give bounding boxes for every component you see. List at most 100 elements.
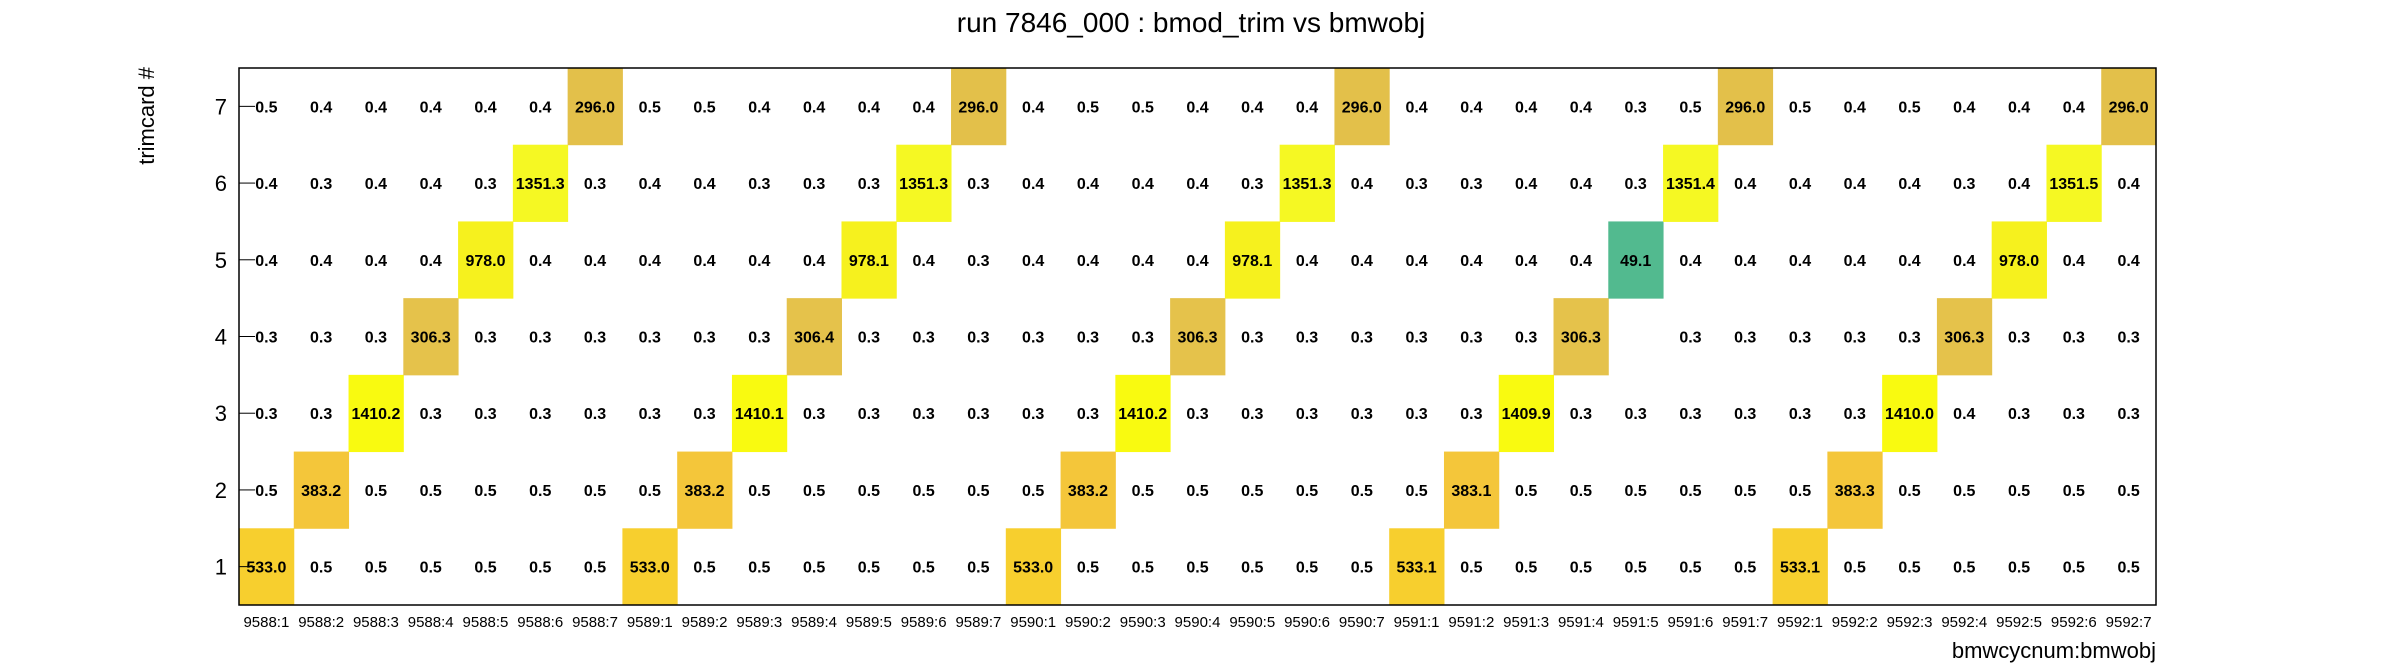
- cell-value-label: 0.4: [1022, 176, 1044, 193]
- cell-value-label: 0.5: [584, 560, 606, 577]
- cell-value-label: 0.5: [639, 99, 661, 116]
- cell-value-label: 0.5: [420, 483, 442, 500]
- cell-value-label: 0.5: [584, 483, 606, 500]
- cell-value-label: 0.4: [1351, 253, 1373, 270]
- cell-value-label: 0.3: [1953, 176, 1975, 193]
- cell-value-label: 0.5: [474, 560, 496, 577]
- cell-value-label: 0.5: [1241, 483, 1263, 500]
- x-tick-label: 9589:4: [791, 614, 837, 631]
- cell-value-label: 0.3: [1132, 330, 1154, 347]
- cell-value-label: 0.3: [1241, 406, 1263, 423]
- cell-value-label: 0.4: [1844, 99, 1866, 116]
- cell-value-label: 0.5: [693, 99, 715, 116]
- cell-value-label: 0.4: [913, 253, 935, 270]
- heatmap-cell: [1936, 298, 1993, 376]
- cell-value-label: 0.4: [1898, 176, 1920, 193]
- cell-value-label: 0.4: [2008, 176, 2030, 193]
- cell-value-label: 0.3: [967, 406, 989, 423]
- cell-value-label: 0.3: [1077, 330, 1099, 347]
- x-tick-label: 9590:3: [1120, 614, 1166, 631]
- heatmap-cell: [622, 528, 678, 606]
- heatmap-cell: [1115, 374, 1171, 453]
- cell-value-label: 0.3: [748, 330, 770, 347]
- x-tick-label: 9590:5: [1229, 614, 1275, 631]
- cell-value-label: 0.3: [1296, 406, 1318, 423]
- heatmap-cell: [1060, 451, 1116, 529]
- cell-value-label: 0.5: [420, 560, 442, 577]
- heatmap-cell: [1882, 374, 1938, 453]
- cell-value-label: 0.5: [2008, 483, 2030, 500]
- cell-value-label: 0.3: [1351, 406, 1373, 423]
- cell-value-label: 0.4: [584, 253, 606, 270]
- heatmap-cell: [567, 68, 623, 146]
- heatmap-cell: [1553, 298, 1609, 376]
- cell-value-label: 0.4: [1734, 176, 1756, 193]
- x-tick-label: 9591:6: [1667, 614, 1713, 631]
- cell-value-label: 0.5: [1953, 483, 1975, 500]
- cell-value-label: 0.5: [748, 560, 770, 577]
- cell-value-label: 1410.1: [735, 406, 784, 423]
- x-tick-label: 9591:4: [1558, 614, 1604, 631]
- x-tick-label: 9589:3: [736, 614, 782, 631]
- heatmap-cell: [512, 144, 569, 222]
- cell-value-label: 0.5: [1405, 483, 1427, 500]
- y-tick-label: 3: [215, 401, 227, 426]
- cell-value-label: 0.4: [255, 253, 277, 270]
- cell-value-label: 296.0: [1342, 99, 1382, 116]
- cell-value-label: 1410.0: [1885, 406, 1934, 423]
- heatmap-cell: [731, 374, 788, 453]
- heatmap-cell: [1279, 144, 1335, 222]
- x-tick-label: 9591:2: [1448, 614, 1494, 631]
- cell-value-label: 0.5: [1570, 560, 1592, 577]
- y-axis-title: trimcard #: [134, 66, 159, 165]
- cell-value-label: 0.5: [1515, 560, 1537, 577]
- cell-value-label: 978.1: [1232, 253, 1272, 270]
- cell-value-label: 0.3: [1844, 406, 1866, 423]
- cell-value-label: 0.4: [365, 176, 387, 193]
- cell-value-label: 0.3: [1405, 406, 1427, 423]
- cell-value-label: 0.4: [2063, 253, 2085, 270]
- cell-value-label: 0.3: [1460, 330, 1482, 347]
- x-tick-label: 9588:7: [572, 614, 618, 631]
- cell-value-label: 0.3: [1460, 176, 1482, 193]
- cell-value-label: 306.3: [1944, 330, 1984, 347]
- cell-value-label: 0.5: [1186, 483, 1208, 500]
- cell-value-label: 0.5: [1789, 99, 1811, 116]
- cell-value-label: 0.4: [1570, 176, 1592, 193]
- cell-value-label: 0.3: [2063, 330, 2085, 347]
- heatmap-cell: [1498, 374, 1555, 453]
- heatmap-cell: [1991, 221, 2047, 299]
- cell-value-label: 0.4: [310, 99, 332, 116]
- x-tick-label: 9588:6: [517, 614, 563, 631]
- cell-value-label: 0.3: [474, 330, 496, 347]
- cell-value-label: 0.4: [1186, 253, 1208, 270]
- cell-value-label: 0.5: [1132, 99, 1154, 116]
- cell-value-label: 0.3: [1625, 176, 1647, 193]
- cell-value-label: 0.3: [1186, 406, 1208, 423]
- cell-value-label: 0.5: [1679, 99, 1701, 116]
- heatmap-cells: [239, 68, 2157, 606]
- cell-value-label: 0.4: [529, 99, 551, 116]
- cell-value-label: 0.4: [1515, 176, 1537, 193]
- cell-value-label: 0.5: [1460, 560, 1482, 577]
- cell-value-label: 0.5: [1351, 483, 1373, 500]
- cell-value-label: 0.5: [1844, 560, 1866, 577]
- cell-value-label: 0.5: [1132, 560, 1154, 577]
- cell-value-label: 0.5: [474, 483, 496, 500]
- cell-value-label: 0.5: [1734, 560, 1756, 577]
- cell-value-label: 0.3: [1296, 330, 1318, 347]
- cell-value-label: 1409.9: [1502, 406, 1551, 423]
- cell-value-label: 0.4: [1241, 99, 1263, 116]
- cell-value-label: 0.3: [1405, 176, 1427, 193]
- heatmap-cell: [1224, 221, 1281, 299]
- cell-value-label: 0.5: [255, 99, 277, 116]
- heatmap-cell: [786, 298, 842, 376]
- cell-value-label: 306.4: [794, 330, 834, 347]
- cell-value-label: 0.3: [1022, 330, 1044, 347]
- cell-value-label: 533.0: [1013, 560, 1053, 577]
- cell-value-label: 296.0: [958, 99, 998, 116]
- cell-value-label: 0.4: [1898, 253, 1920, 270]
- cell-value-label: 0.3: [1734, 406, 1756, 423]
